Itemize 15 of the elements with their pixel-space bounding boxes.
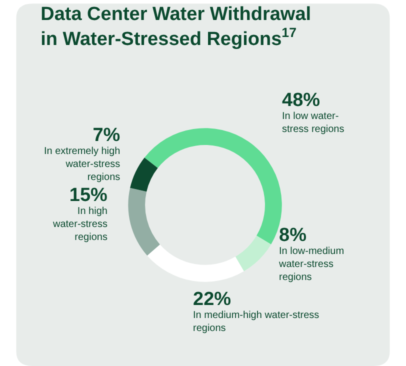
data-label: 48% — [282, 90, 320, 111]
data-label: 7% — [92, 125, 120, 146]
donut-slice — [128, 188, 160, 256]
slice-label: In low-medium water-stress regions — [278, 246, 344, 283]
donut-slice — [130, 158, 158, 192]
slice-label: In extremely high water-stress regions — [44, 146, 120, 183]
chart-title: Data Center Water Withdrawal in Water-Stressed Regions$^{17}$ — [40, 4, 312, 50]
slice-label: In medium-high water-stress regions — [193, 310, 320, 334]
data-label: 22% — [193, 289, 232, 310]
slice-label: In low water-stress regions — [282, 111, 344, 135]
slice-label: In high water-stress regions — [52, 206, 108, 243]
data-label: 15% — [69, 185, 108, 206]
donut-slice — [235, 236, 272, 272]
donut-slice — [147, 244, 244, 282]
data-label: 8% — [279, 225, 307, 246]
